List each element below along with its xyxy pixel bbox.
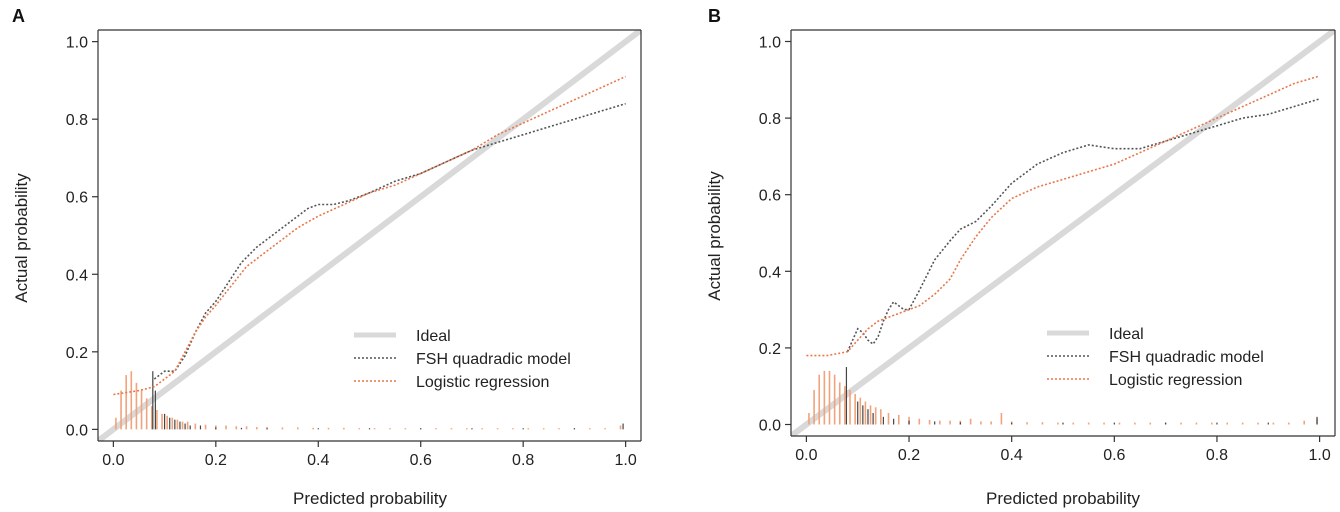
panel-b-x-tick-label: 0.4: [1001, 447, 1023, 464]
panel-b-y-tick-label: 0.0: [759, 418, 781, 435]
panel-a-legend-label-ideal: Ideal: [416, 328, 451, 345]
panel-b-xlabel: Predicted probability: [986, 489, 1141, 508]
panel-b-y-tick-label: 1.0: [759, 34, 781, 51]
panel-a-x-tick-label: 0.0: [102, 452, 124, 469]
panel-a-y-tick-label: 0.2: [66, 345, 88, 362]
panel-a-ideal-line: [98, 30, 641, 441]
panel-a-ylabel: Actual probability: [12, 173, 31, 303]
panel-a-legend-label-fsh: FSH quadradic model: [416, 351, 571, 368]
panel-b-legend: Ideal FSH quadradic model Logistic regress…: [1047, 326, 1264, 389]
panel-a-x-tick-label: 0.4: [307, 452, 329, 469]
panel-a-y-tick-label: 0.8: [66, 112, 88, 129]
panel-b-x-tick-label: 0.6: [1103, 447, 1125, 464]
panel-a: A Predicted probability Actual probabili…: [12, 6, 642, 508]
panel-b-x-tick-label: 0.8: [1206, 447, 1228, 464]
panel-b-x-tick-label: 0.2: [898, 447, 920, 464]
panel-b-ideal-line: [791, 30, 1335, 436]
panel-b-y-tick-label: 0.6: [759, 188, 781, 205]
panel-a-x-tick-label: 0.8: [512, 452, 534, 469]
panel-a-fsh-curve: [153, 102, 626, 380]
panel-b-y-tick-label: 0.8: [759, 111, 781, 128]
panel-b-legend-label-ideal: Ideal: [1109, 326, 1144, 343]
panel-a-plot-area: [98, 30, 641, 441]
panel-a-xlabel: Predicted probability: [293, 489, 448, 508]
panel-a-legend-label-logistic: Logistic regression: [416, 374, 549, 391]
panel-b: B Predicted probability Actual probabili…: [705, 6, 1336, 508]
panel-b-legend-label-fsh: FSH quadradic model: [1109, 349, 1264, 366]
panel-a-x-tick-label: 0.2: [205, 452, 227, 469]
panel-a-y-tick-label: 0.4: [66, 267, 88, 284]
panel-a-legend: Ideal FSH quadradic model Logistic regress…: [354, 328, 571, 391]
panel-a-y-tick-label: 0.6: [66, 190, 88, 207]
panel-a-x-tick-label: 1.0: [615, 452, 637, 469]
panel-a-label: A: [12, 6, 25, 26]
panel-a-x-tick-label: 0.6: [410, 452, 432, 469]
panel-b-x-tick-label: 0.0: [795, 447, 817, 464]
panel-b-x-tick-label: 1.0: [1308, 447, 1330, 464]
panel-b-y-tick-label: 0.4: [759, 264, 781, 281]
panel-b-fsh-curve: [846, 98, 1320, 353]
panel-b-y-tick-label: 0.2: [759, 341, 781, 358]
panel-b-logistic-curve: [806, 75, 1320, 357]
panel-b-plot-area: [791, 30, 1335, 436]
panel-b-label: B: [708, 6, 721, 26]
panel-a-y-tick-label: 0.0: [66, 422, 88, 439]
panel-b-ylabel: Actual probability: [705, 171, 724, 301]
panel-b-legend-label-logistic: Logistic regression: [1109, 372, 1242, 389]
panel-a-y-tick-label: 1.0: [66, 35, 88, 52]
